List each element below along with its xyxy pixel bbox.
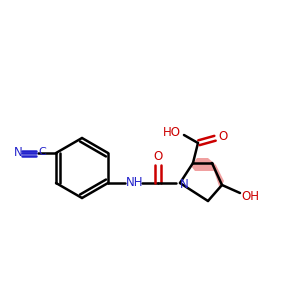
- Text: C: C: [38, 147, 46, 157]
- Text: O: O: [218, 130, 228, 142]
- Text: O: O: [153, 149, 163, 163]
- Polygon shape: [191, 158, 224, 189]
- Text: N: N: [14, 146, 22, 158]
- Text: HO: HO: [163, 127, 181, 140]
- Text: N: N: [180, 178, 188, 190]
- Text: OH: OH: [241, 190, 259, 203]
- Text: NH: NH: [126, 176, 144, 190]
